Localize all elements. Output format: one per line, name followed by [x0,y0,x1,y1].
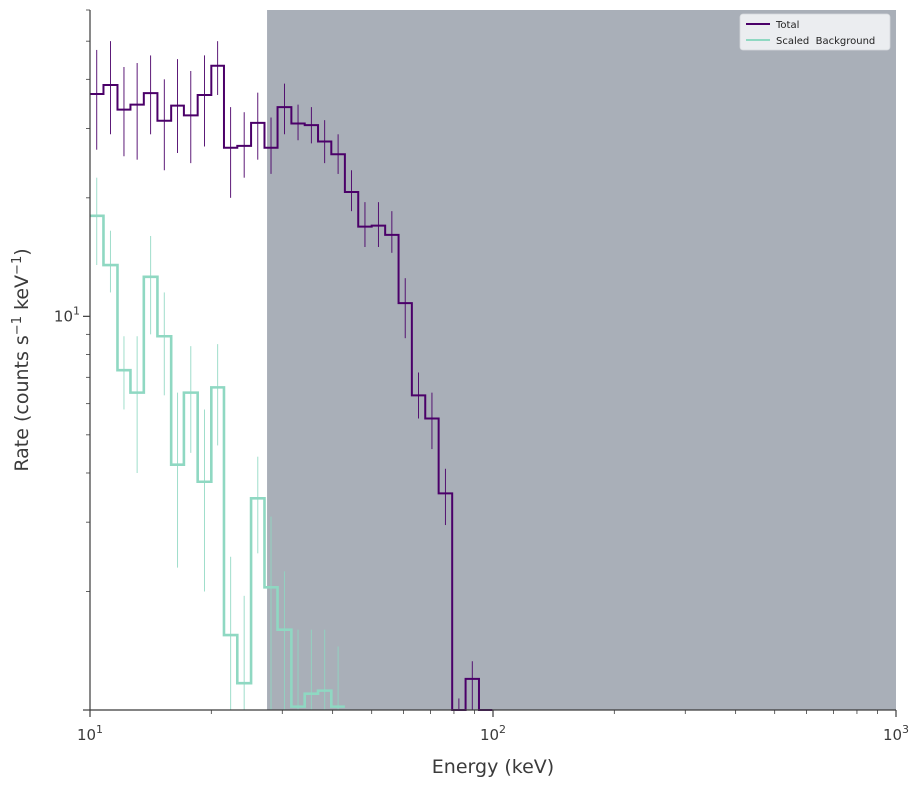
step-line-total [90,64,493,711]
step-line-scaled-background [90,214,345,708]
plot-area [90,10,896,711]
legend: Total Scaled Background [739,13,891,51]
legend-box [739,13,891,51]
axes: 101 102 103 101 [54,9,909,744]
x-tick-label: 103 [883,723,909,744]
series-scaled-background [90,177,345,710]
y-tick-label: 101 [54,304,80,325]
x-axis-title: Energy (keV) [432,756,554,778]
y-axis-title: Rate (counts s−1 keV−1) [10,248,33,471]
series-total [90,41,493,711]
legend-label-background: Scaled Background [776,36,875,47]
legend-label-total: Total [775,20,799,31]
excluded-region [267,10,896,710]
x-tick-label: 102 [480,723,506,744]
x-tick-label: 101 [77,723,103,744]
